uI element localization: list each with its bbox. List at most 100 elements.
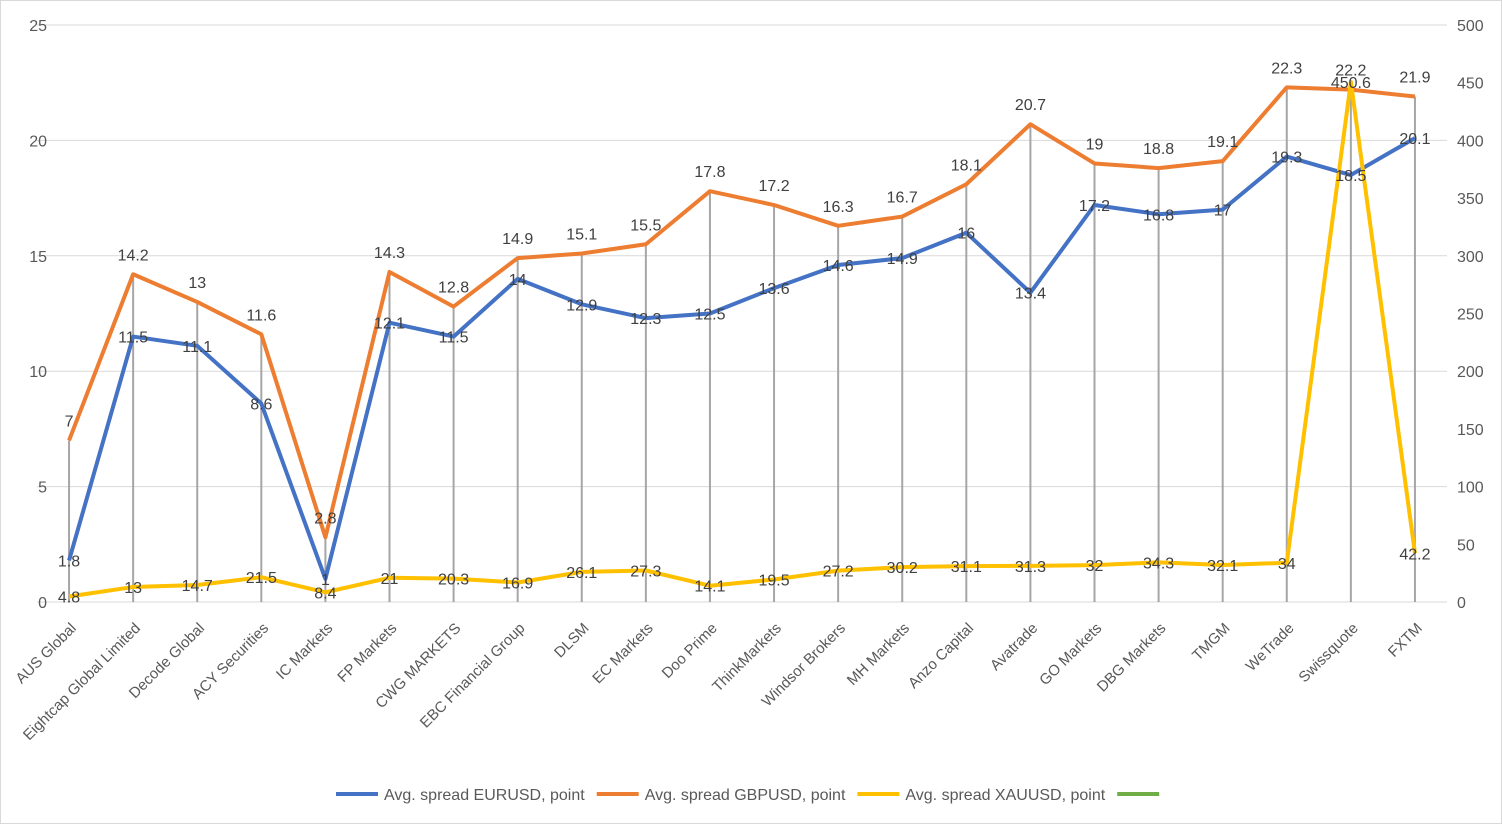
y-right-tick-label: 200 — [1457, 364, 1484, 381]
y-left-tick-label: 0 — [38, 595, 47, 612]
data-label: 11.1 — [182, 339, 212, 356]
category-label: Anzo Capital — [905, 620, 977, 692]
data-label: 14.6 — [823, 258, 854, 275]
data-label: 21 — [381, 571, 399, 588]
data-label: 12.9 — [566, 297, 597, 314]
data-label: 19 — [1086, 136, 1104, 153]
data-label: 32.1 — [1207, 558, 1238, 575]
category-label: IC Markets — [273, 620, 336, 683]
data-label: 18.8 — [1143, 141, 1174, 158]
data-label: 18.5 — [1335, 168, 1366, 185]
y-right-tick-label: 350 — [1457, 191, 1484, 208]
data-label: 19.1 — [1207, 134, 1238, 151]
legend-label: Avg. spread GBPUSD, point — [645, 787, 846, 804]
drop-lines — [68, 82, 1416, 602]
data-label: 14 — [509, 272, 527, 289]
data-label: 12.8 — [438, 280, 469, 297]
y-right-tick-label: 300 — [1457, 249, 1484, 266]
data-label: 14.2 — [118, 247, 149, 264]
data-label: 27.3 — [630, 563, 661, 580]
data-label: 13 — [188, 275, 206, 292]
data-label: 14.9 — [502, 231, 533, 248]
data-label: 16.3 — [823, 199, 854, 216]
data-label: 31.3 — [1015, 559, 1046, 576]
category-label: GO Markets — [1036, 620, 1105, 689]
data-label: 22.3 — [1271, 60, 1302, 77]
y-left-tick-label: 25 — [29, 18, 47, 35]
y-right-tick-label: 400 — [1457, 133, 1484, 150]
category-label: AUS Global — [12, 620, 79, 687]
data-label: 22.2 — [1335, 63, 1366, 80]
category-label: FP Markets — [334, 620, 400, 686]
y-right-tick-label: 250 — [1457, 307, 1484, 324]
y-right-tick-label: 50 — [1457, 537, 1475, 554]
data-label: 42.2 — [1399, 546, 1430, 563]
category-label: Swissquote — [1295, 620, 1361, 686]
category-label: WeTrade — [1243, 620, 1298, 675]
data-label: 4.8 — [58, 589, 80, 606]
legend-label: Avg. spread EURUSD, point — [384, 787, 585, 804]
data-label: 7 — [65, 413, 74, 430]
data-label: 12.3 — [630, 311, 661, 328]
y-left-tick-label: 10 — [29, 364, 47, 381]
data-label: 13.4 — [1015, 286, 1046, 303]
y-right-tick-label: 100 — [1457, 480, 1484, 497]
data-label: 34.3 — [1143, 555, 1174, 572]
data-label: 20.7 — [1015, 97, 1046, 114]
category-label: Eightcap Global Limited — [20, 620, 144, 744]
data-label: 13.6 — [758, 281, 789, 298]
category-label: Doo Prime — [659, 620, 721, 682]
y-left-tick-label: 15 — [29, 249, 47, 266]
data-label: 450.6 — [1331, 75, 1371, 92]
data-label: 11.5 — [118, 330, 148, 347]
data-label: 20.3 — [438, 572, 469, 589]
series-line-1 — [67, 85, 1416, 540]
data-label: 12.5 — [694, 307, 725, 324]
legend-label: Avg. spread XAUUSD, point — [905, 787, 1105, 804]
category-label: DBG Markets — [1094, 620, 1170, 696]
data-label: 19.5 — [758, 572, 789, 589]
series-line-2 — [68, 80, 1417, 599]
data-label: 8.4 — [314, 585, 336, 602]
data-label: 17.2 — [1079, 198, 1110, 215]
data-label: 11.5 — [439, 330, 469, 347]
data-label: 15.5 — [630, 217, 661, 234]
y-right-tick-label: 0 — [1457, 595, 1466, 612]
series-line-0 — [67, 136, 1416, 581]
category-label: FXTM — [1385, 620, 1426, 661]
data-label: 21.9 — [1399, 70, 1430, 87]
y-left-tick-label: 20 — [29, 133, 47, 150]
data-label: 1.8 — [58, 553, 80, 570]
data-label: 15.1 — [566, 226, 597, 243]
data-label: 17 — [1214, 203, 1232, 220]
data-label: 17.8 — [694, 164, 725, 181]
data-label: 18.1 — [951, 157, 982, 174]
category-label: TMGM — [1189, 620, 1233, 664]
category-label: DLSM — [551, 620, 592, 661]
data-labels: 1.8 11.5 11.1 8.6 1 12.1 11.5 14 12.9 12.3 12.5 13.… — [58, 60, 1431, 606]
data-label: 26.1 — [566, 565, 597, 582]
category-label: EBC Financial Group — [417, 620, 529, 732]
data-label: 21.5 — [246, 570, 277, 587]
series-lines — [67, 80, 1417, 599]
data-label: 19.3 — [1271, 150, 1302, 167]
data-label: 14.3 — [374, 245, 405, 262]
data-label: 32 — [1086, 558, 1104, 575]
category-label: EC Markets — [589, 620, 656, 687]
data-label: 2.8 — [314, 510, 336, 527]
data-label: 13 — [124, 580, 142, 597]
data-label: 1 — [321, 572, 330, 589]
y-right-tick-label: 450 — [1457, 76, 1484, 93]
category-label: MH Markets — [844, 620, 913, 689]
category-label: Avatrade — [987, 620, 1041, 674]
y-right-tick-label: 150 — [1457, 422, 1484, 439]
data-label: 27.2 — [823, 564, 854, 581]
data-label: 11.6 — [246, 307, 276, 324]
y-right-tick-label: 500 — [1457, 18, 1484, 35]
data-label: 16.9 — [502, 575, 533, 592]
y-left-tick-label: 5 — [38, 480, 47, 497]
